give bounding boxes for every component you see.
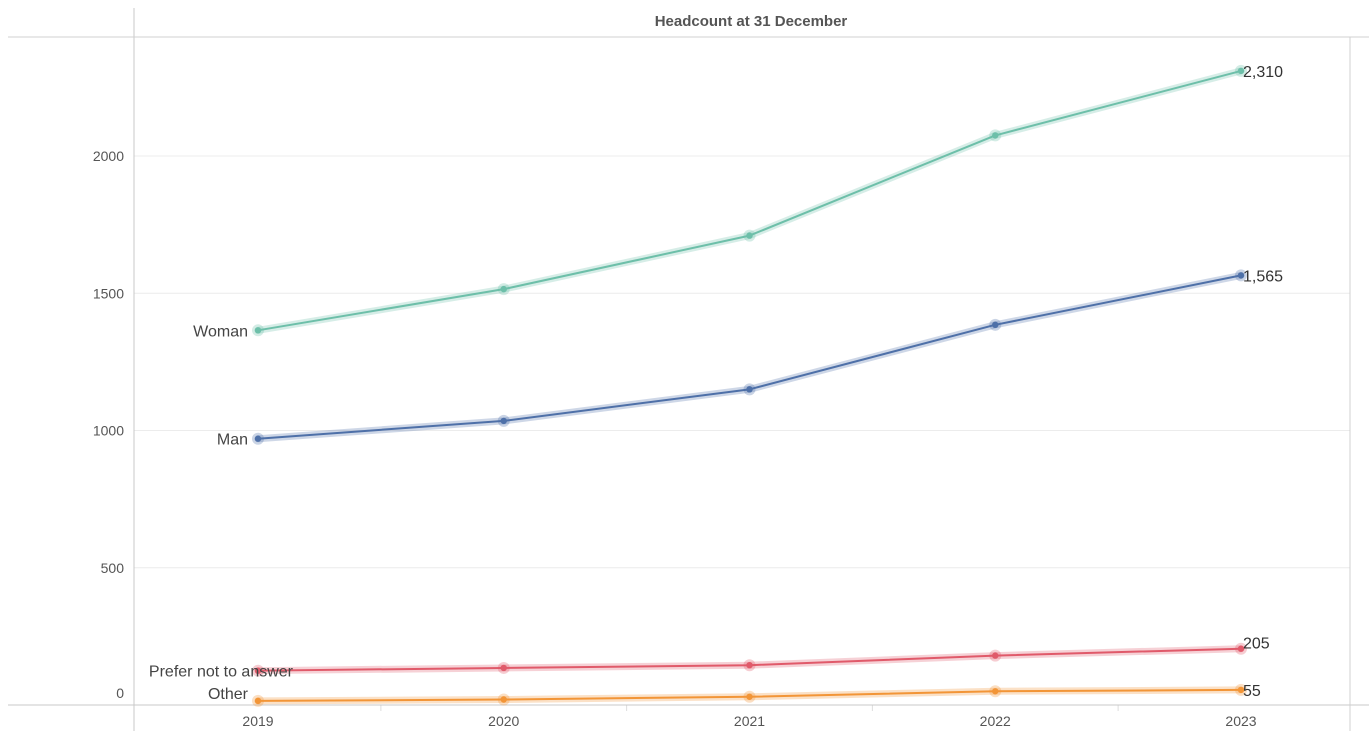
data-point (992, 688, 999, 695)
chart-frame (8, 8, 1369, 731)
data-point (746, 693, 753, 700)
data-point (254, 697, 262, 705)
x-tick-label: 2020 (488, 713, 519, 729)
series-end-value-label: 1,565 (1243, 268, 1283, 285)
series-line (257, 69, 1242, 332)
series-line (257, 274, 1242, 440)
data-point (254, 667, 262, 674)
x-tick-label: 2022 (980, 713, 1011, 729)
y-tick-label: 500 (101, 560, 125, 576)
series-name-label: Man (217, 432, 248, 449)
data-point (746, 232, 753, 239)
data-point (254, 435, 262, 442)
series-halo (254, 271, 1245, 443)
x-tick-label: 2019 (242, 713, 273, 729)
data-point (500, 696, 507, 703)
y-tick-label: 1500 (93, 285, 124, 301)
data-point (1237, 67, 1245, 75)
data-point (992, 321, 999, 329)
series-lines (252, 64, 1247, 707)
series-name-label: Woman (193, 323, 248, 340)
x-tick-label: 2021 (734, 713, 765, 729)
series-labels: Woman 2,310 Man 1,565 Prefer not to answer 20… (149, 64, 1283, 703)
y-tick-label: 2000 (93, 148, 124, 164)
series-name-label: Prefer not to answer (149, 664, 294, 681)
data-point (500, 285, 507, 293)
data-point (1237, 645, 1245, 652)
gridlines (134, 155, 1350, 711)
data-point (1237, 686, 1245, 694)
data-point (992, 652, 999, 659)
y-tick-label: 1000 (93, 423, 124, 439)
data-point (254, 327, 262, 334)
series-end-value-label: 205 (1243, 636, 1270, 653)
x-tick-label: 2023 (1225, 713, 1256, 729)
series-name-label: Other (208, 686, 249, 703)
x-axis-ticks: 2019 2020 2021 2022 2023 (242, 713, 1256, 729)
data-point (500, 417, 507, 425)
y-axis-ticks: 0 500 1000 1500 2000 (93, 148, 124, 701)
data-point (1237, 272, 1245, 279)
series-end-value-label: 55 (1243, 683, 1261, 700)
data-point (992, 132, 999, 139)
data-point (746, 661, 753, 669)
series-end-value-label: 2,310 (1243, 64, 1283, 81)
data-point (500, 664, 507, 672)
data-point (746, 386, 753, 393)
chart-title: Headcount at 31 December (655, 13, 848, 30)
y-tick-label: 0 (116, 685, 124, 701)
